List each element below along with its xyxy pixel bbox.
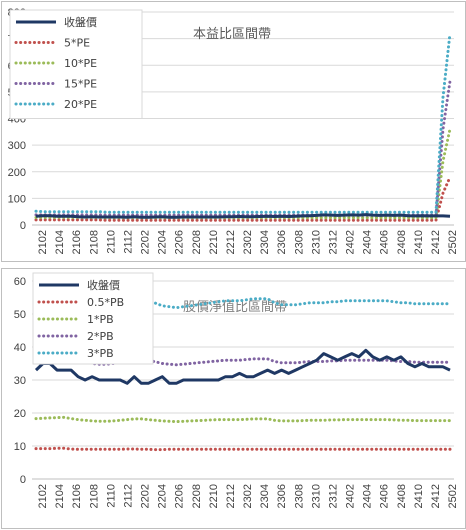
- series-line-5-pe: [34, 175, 452, 222]
- x-tick-label: 2212: [225, 484, 237, 508]
- legend-box: [9, 9, 143, 119]
- y-tick-label: 30: [14, 375, 26, 387]
- legend-label: 收盤價: [87, 278, 120, 292]
- x-tick-label: 2310: [310, 484, 322, 508]
- x-tick-label: 2410: [413, 230, 425, 254]
- pe-band-chart-panel: 0100200300400500600700800210221042106210…: [1, 1, 466, 262]
- pe-band-chart: 0100200300400500600700800210221042106210…: [8, 7, 459, 254]
- x-tick-label: 2310: [310, 230, 322, 254]
- x-tick-label: 2304: [259, 230, 271, 254]
- y-tick-label: 100: [8, 193, 26, 205]
- y-tick-label: 200: [8, 167, 26, 179]
- legend-label: 20*PE: [64, 98, 97, 111]
- x-tick-label: 2412: [430, 230, 442, 254]
- y-tick-label: 20: [14, 408, 26, 420]
- x-tick-label: 2502: [447, 230, 459, 254]
- x-tick-label: 2204: [157, 484, 169, 508]
- x-tick-label: 2204: [157, 230, 169, 254]
- y-axis: 0 10 20 30 40 50 60: [14, 276, 26, 486]
- x-tick-label: 2202: [140, 230, 152, 254]
- chart-title: 股價淨值比區間帶: [183, 299, 287, 315]
- x-tick-label: 2210: [208, 484, 220, 508]
- x-tick-label: 2108: [88, 484, 100, 508]
- x-axis: 2102 2104 2106 2108 2110 2112 2202 2204 2206 2208…: [37, 484, 459, 508]
- x-tick-label: 2308: [293, 230, 305, 254]
- x-tick-label: 2208: [191, 484, 203, 508]
- legend-label: 收盤價: [64, 15, 97, 29]
- y-tick-label: 40: [14, 342, 26, 354]
- y-tick-label: 50: [14, 309, 26, 321]
- pb-band-chart-panel: 0 10 20 30 40 50 60 2102 2104 2106 2108 2110 2112 220…: [1, 268, 466, 529]
- legend-label: 0.5*PB: [87, 296, 124, 309]
- x-tick-label: 2502: [447, 484, 459, 508]
- x-tick-label: 2104: [54, 230, 66, 254]
- x-tick-label: 2304: [259, 484, 271, 508]
- series-line-3-pb: [34, 292, 452, 310]
- x-tick-label: 2408: [396, 484, 408, 508]
- series-group: [34, 31, 452, 222]
- x-tick-label: 2306: [276, 230, 288, 254]
- x-tick-label: 2312: [327, 230, 339, 254]
- x-tick-label: 2106: [71, 484, 83, 508]
- legend: 收盤價 0.5*PB 1*PB 2*PB 3*PB: [32, 272, 154, 365]
- x-tick-label: 2406: [379, 230, 391, 254]
- chart-title: 本益比區間帶: [193, 27, 271, 42]
- series-line-1-pb: [34, 415, 452, 424]
- legend-label: 1*PB: [87, 313, 114, 326]
- x-tick-label: 2210: [208, 230, 220, 254]
- legend: 收盤價 5*PE 10*PE 15*PE 20*PE: [9, 9, 143, 119]
- x-tick-label: 2306: [276, 484, 288, 508]
- x-tick-label: 2106: [71, 230, 83, 254]
- x-tick-label: 2102: [37, 230, 49, 254]
- x-tick-label: 2112: [122, 230, 134, 254]
- x-tick-label: 2404: [362, 230, 374, 254]
- x-tick-label: 2108: [88, 230, 100, 254]
- x-tick-label: 2302: [242, 230, 254, 254]
- x-tick-label: 2302: [242, 484, 254, 508]
- x-tick-label: 2212: [225, 230, 237, 254]
- x-tick-label: 2206: [174, 230, 186, 254]
- series-line-close-price: [35, 213, 451, 219]
- series-line-0-5-pb: [34, 446, 452, 452]
- x-tick-label: 2206: [174, 484, 186, 508]
- x-tick-label: 2102: [37, 484, 49, 508]
- legend-label: 10*PE: [64, 57, 97, 70]
- series-line-10-pe: [34, 127, 452, 220]
- x-tick-label: 2308: [293, 484, 305, 508]
- x-tick-label: 2406: [379, 484, 391, 508]
- legend-label: 3*PB: [87, 347, 114, 360]
- x-tick-label: 2410: [413, 484, 425, 508]
- x-tick-label: 2208: [191, 230, 203, 254]
- x-tick-label: 2112: [122, 484, 134, 508]
- y-tick-label: 300: [8, 140, 26, 152]
- x-tick-label: 2104: [54, 484, 66, 508]
- x-tick-label: 2110: [105, 484, 117, 508]
- series-line-20-pe: [34, 31, 452, 214]
- x-tick-label: 2402: [345, 230, 357, 254]
- x-tick-label: 2402: [345, 484, 357, 508]
- y-tick-label: 10: [14, 441, 26, 453]
- x-tick-label: 2312: [327, 484, 339, 508]
- series-line-close-price: [34, 348, 451, 385]
- y-tick-label: 60: [14, 276, 26, 288]
- pb-band-chart: 0 10 20 30 40 50 60 2102 2104 2106 2108 2110 2112 220…: [14, 272, 459, 508]
- legend-label: 15*PE: [64, 78, 97, 91]
- x-tick-label: 2408: [396, 230, 408, 254]
- x-axis: 2102 2104 2106 2108 2110 2112 2202 2204 2206 2208…: [37, 230, 459, 254]
- legend-label: 2*PB: [87, 330, 114, 343]
- y-tick-label: 0: [20, 474, 26, 486]
- y-tick-label: 0: [20, 220, 26, 232]
- x-tick-label: 2412: [430, 484, 442, 508]
- x-tick-label: 2202: [140, 484, 152, 508]
- x-tick-label: 2404: [362, 484, 374, 508]
- legend-label: 5*PE: [64, 37, 90, 50]
- x-tick-label: 2110: [105, 230, 117, 254]
